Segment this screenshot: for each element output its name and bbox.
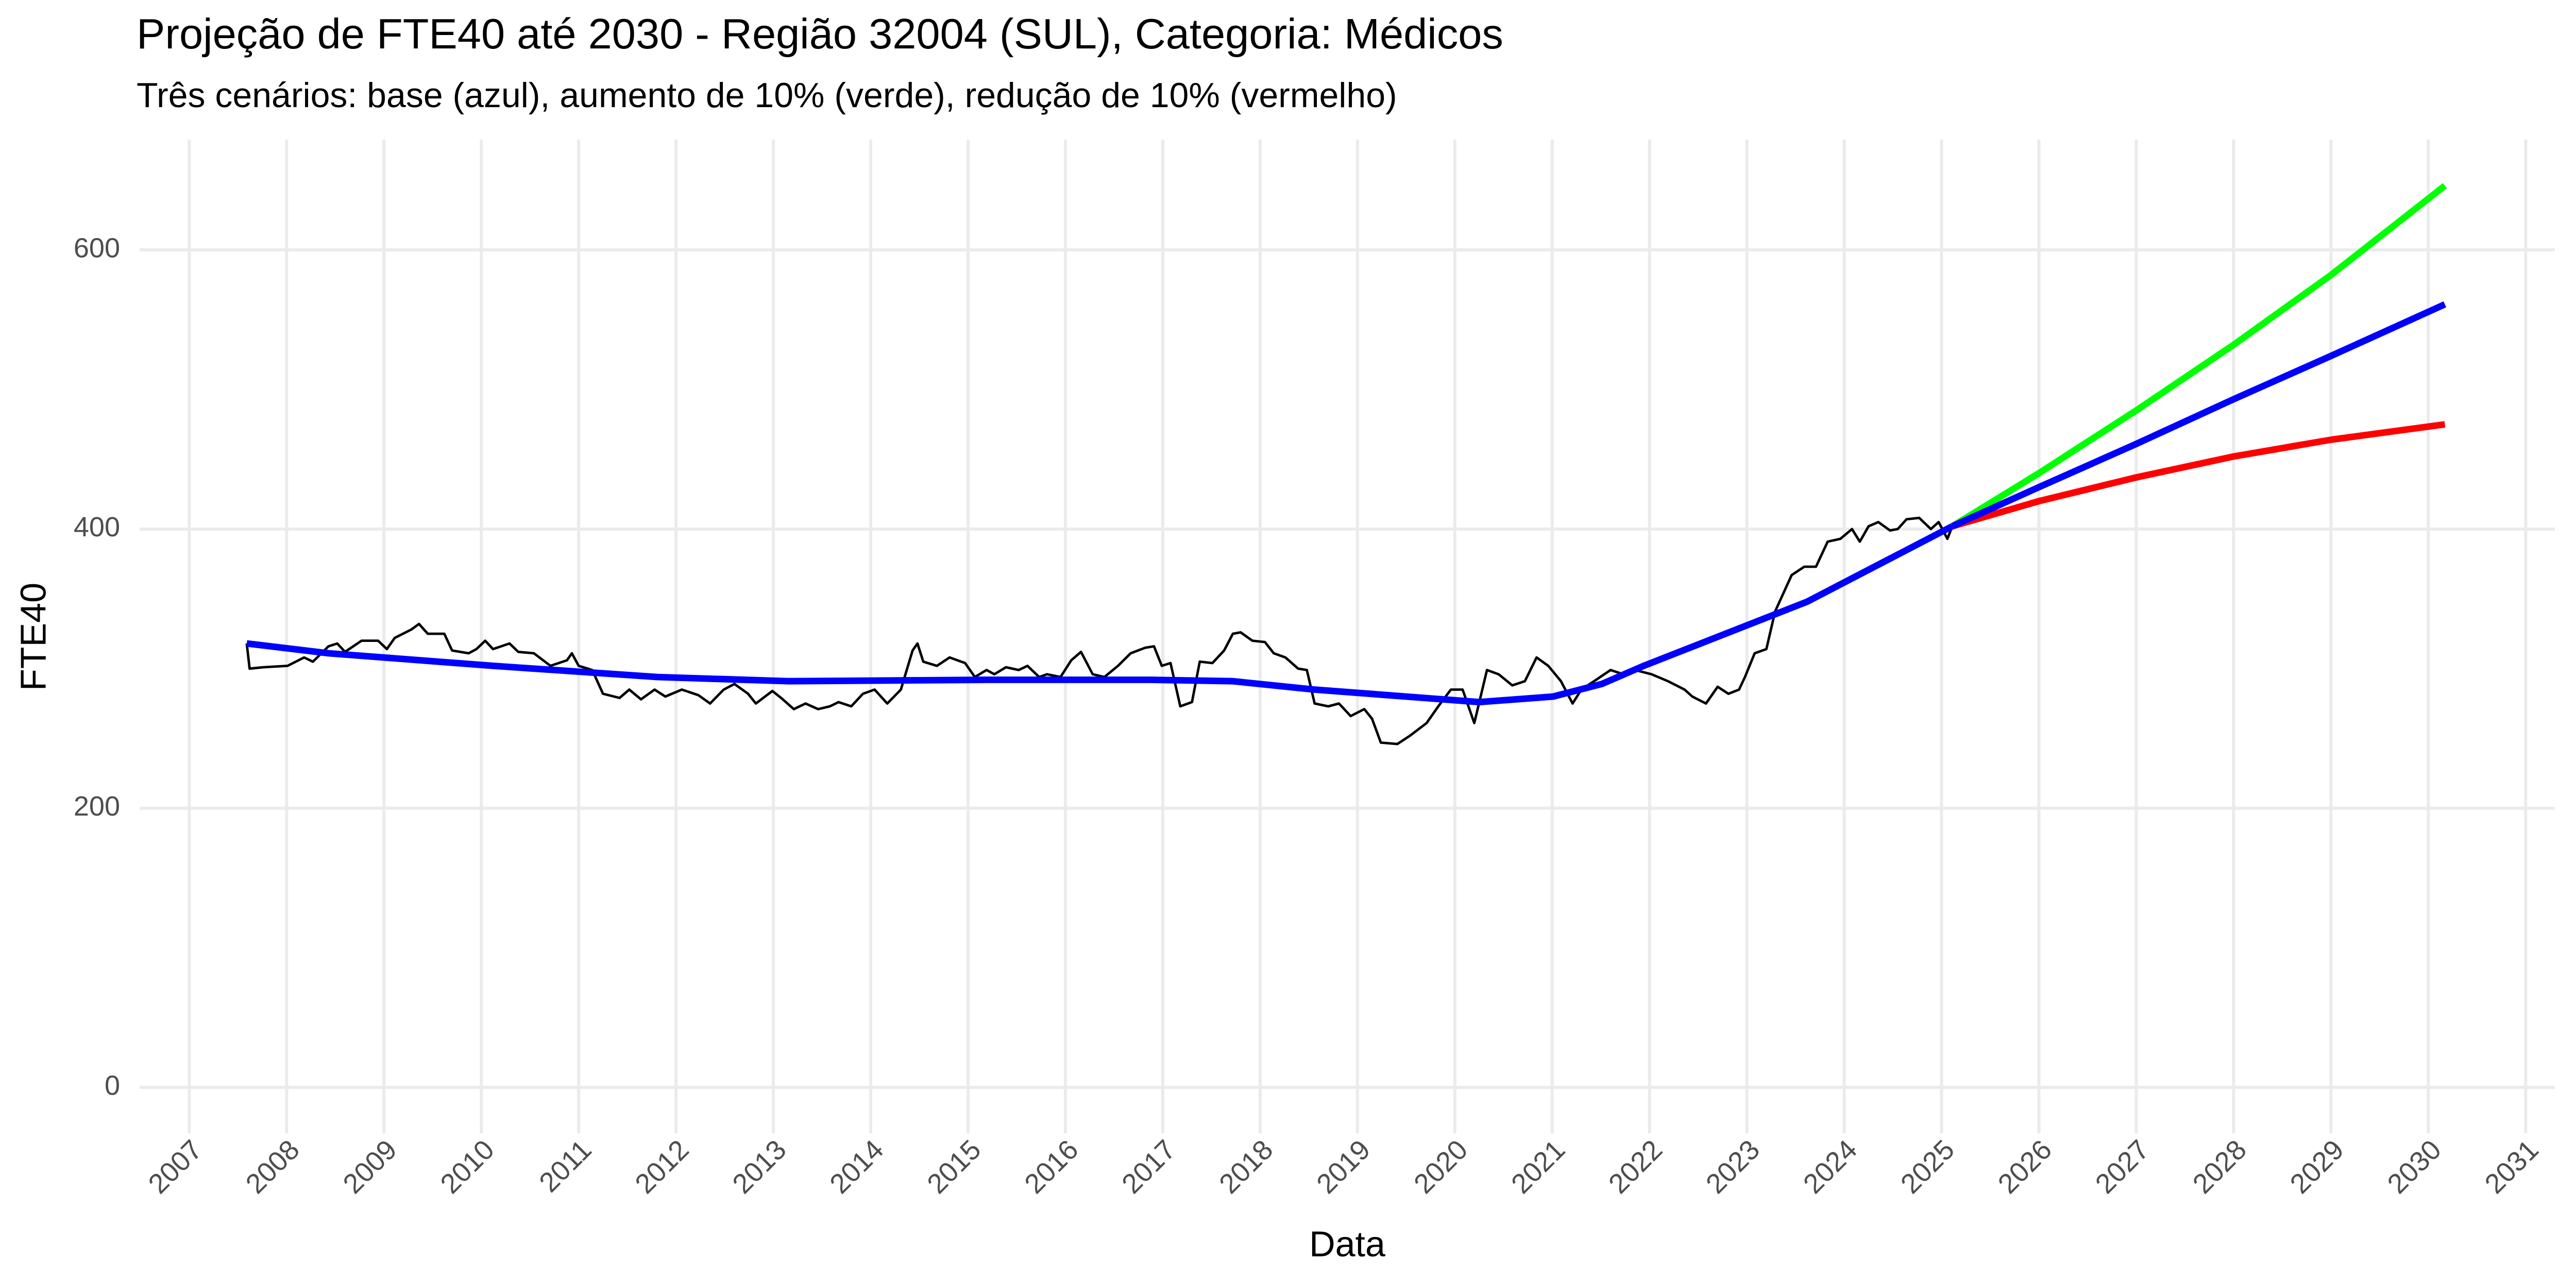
series-line [1951, 183, 2447, 529]
series-line [246, 523, 1954, 706]
series-line [1951, 421, 2446, 530]
y-axis-title: FTE40 [13, 583, 53, 691]
series-line [245, 516, 1954, 745]
x-axis-title: Data [1309, 1224, 1385, 1264]
plot-area [245, 183, 2447, 745]
chart-subtitle: Três cenários: base (azul), aumento de 1… [137, 76, 1397, 115]
series-line [1951, 301, 2447, 530]
chart-title: Projeção de FTE40 até 2030 - Região 3200… [137, 10, 1503, 58]
y-tick-label: 200 [74, 791, 120, 822]
y-tick-label: 400 [74, 512, 120, 543]
y-tick-label: 600 [74, 232, 120, 263]
y-tick-label: 0 [105, 1070, 120, 1101]
grid [140, 140, 2555, 1133]
